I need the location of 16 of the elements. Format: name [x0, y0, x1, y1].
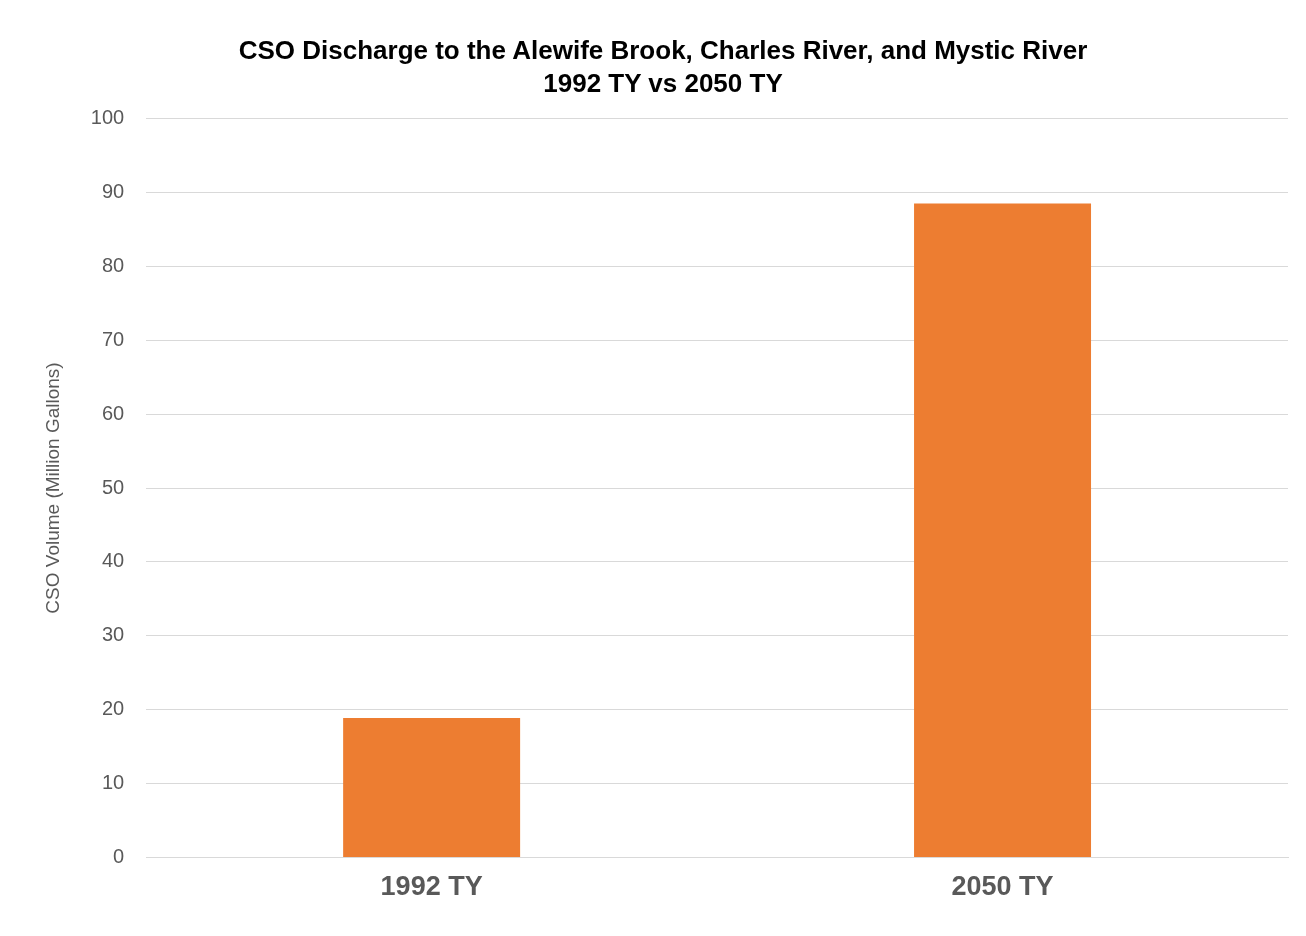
y-tick-label: 30 [101, 623, 125, 646]
y-tick-label: 60 [101, 401, 125, 424]
y-axis-title: CSO Volume (Million Gallons) [41, 362, 63, 614]
x-tick-label: 1992 TY [380, 871, 483, 902]
y-tick-label: 90 [101, 179, 125, 202]
y-tick-label: 80 [101, 253, 125, 276]
y-tick-label: 100 [90, 105, 125, 128]
y-tick-label: 0 [113, 845, 125, 868]
x-tick-label: 2050 TY [951, 871, 1054, 902]
y-tick-label: 40 [101, 549, 125, 572]
y-tick-label: 50 [101, 475, 125, 498]
y-tick-label: 20 [101, 697, 125, 720]
chart-title: CSO Discharge to the Alewife Brook, Charles River, and Mystic River [238, 34, 1088, 65]
y-tick-label: 10 [101, 771, 125, 794]
y-tick-label: 70 [101, 327, 125, 350]
chart-subtitle: 1992 TY vs 2050 TY [543, 67, 783, 98]
